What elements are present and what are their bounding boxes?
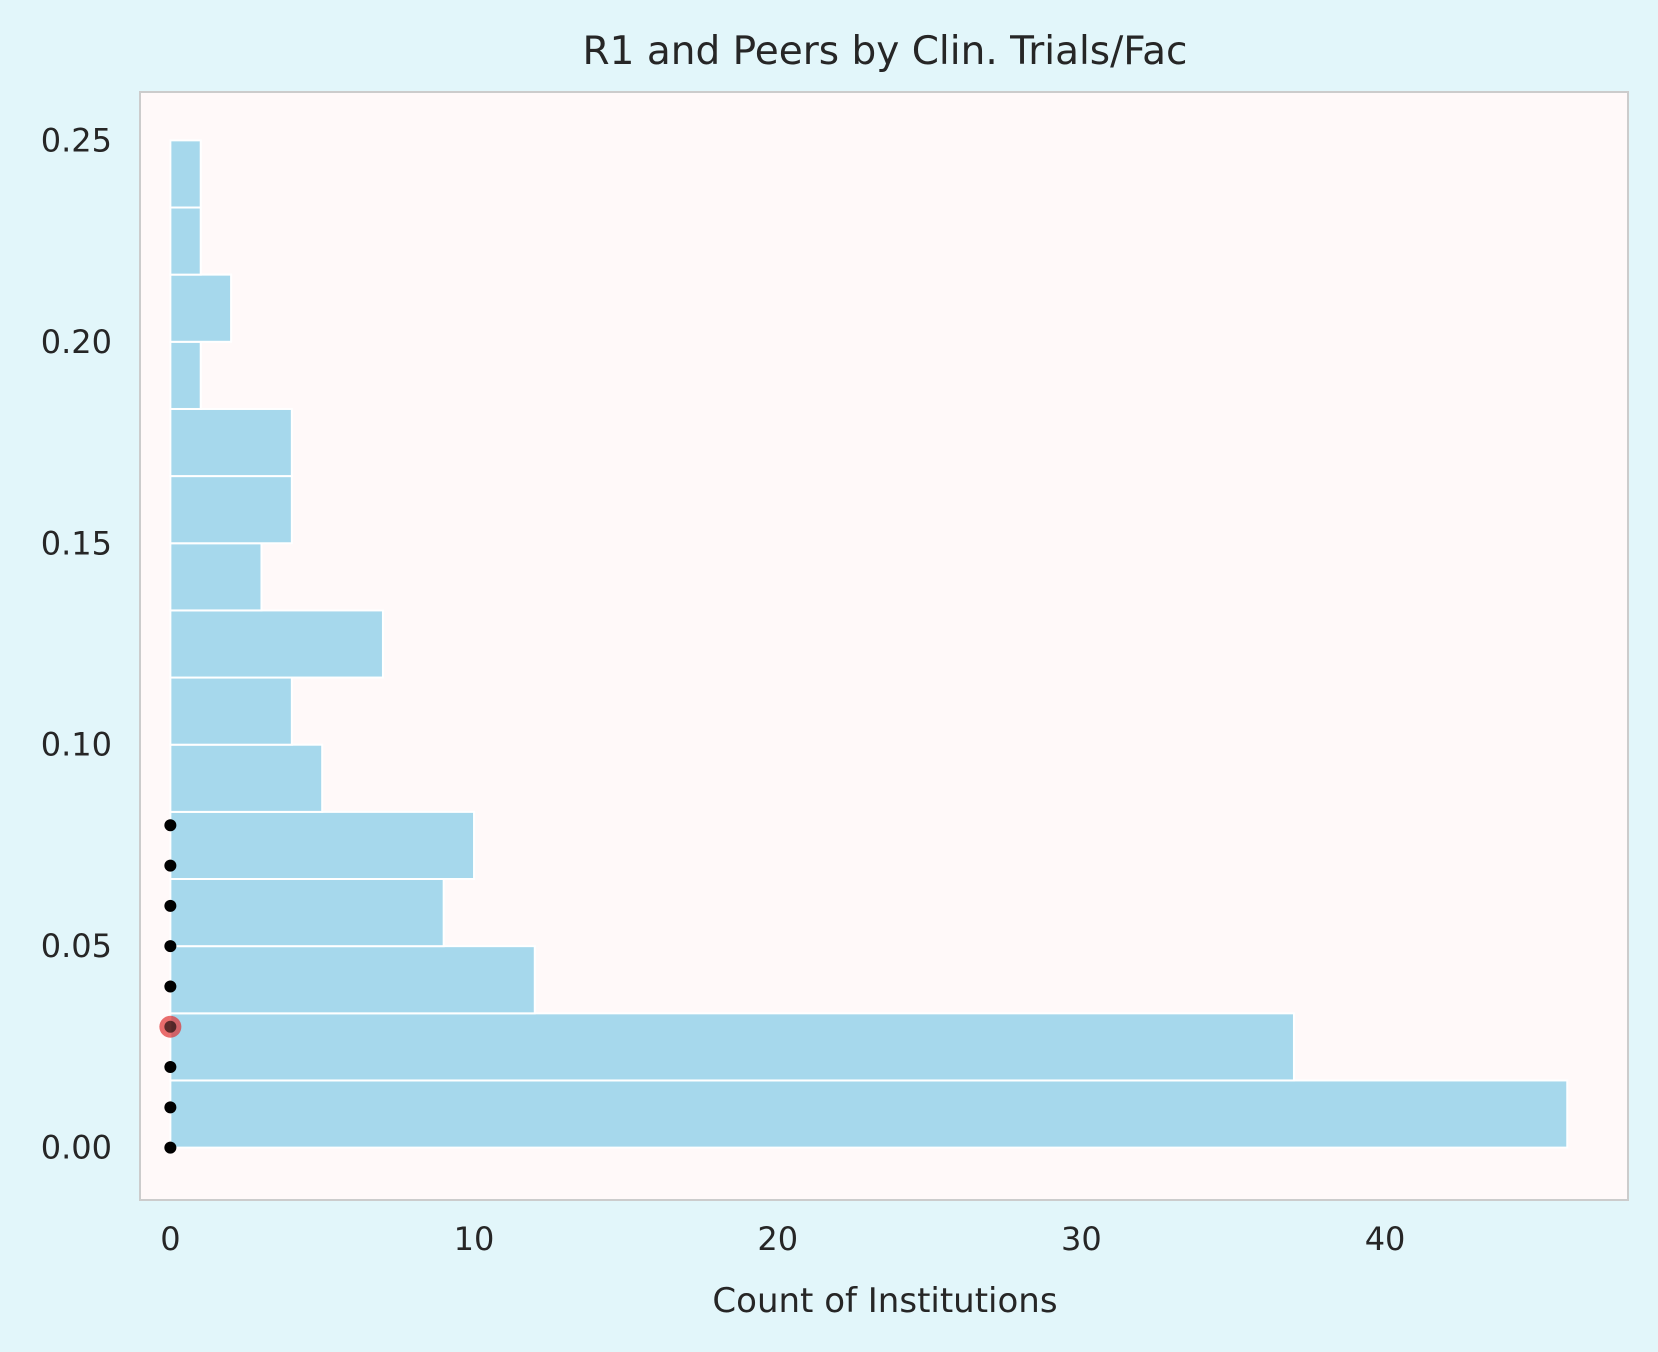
x-axis-label: Count of Institutions [712, 1281, 1057, 1321]
bar-1 [169, 1012, 1295, 1082]
bars-group [169, 139, 1569, 1149]
peer-point-2 [164, 1061, 177, 1074]
x-tick-label: 40 [1365, 1220, 1406, 1258]
y-tick-label: 0.00 [41, 1129, 112, 1167]
x-tick-label: 20 [757, 1220, 798, 1258]
peer-point-0 [164, 1141, 177, 1154]
bar-6 [169, 676, 293, 746]
bar-8 [169, 542, 263, 612]
peer-point-3 [164, 980, 177, 993]
bar-2 [169, 945, 536, 1015]
peer-point-7 [164, 819, 177, 832]
chart-title: R1 and Peers by Clin. Trials/Fac [583, 29, 1188, 74]
bar-0 [169, 1079, 1569, 1149]
bar-14 [169, 139, 202, 209]
bar-5 [169, 743, 324, 813]
x-axis-ticks: 0 10 20 30 40 [160, 1220, 1405, 1258]
x-tick-label: 10 [454, 1220, 495, 1258]
bar-7 [169, 609, 384, 679]
highlight-point-core [164, 1020, 177, 1033]
y-tick-label: 0.05 [41, 927, 112, 965]
bar-4 [169, 810, 476, 881]
peer-point-1 [164, 1101, 177, 1114]
bar-3 [169, 878, 445, 948]
x-tick-label: 0 [160, 1220, 180, 1258]
bar-13 [169, 206, 202, 276]
peer-point-4 [164, 940, 177, 953]
y-tick-label: 0.15 [41, 524, 112, 562]
points-group [159, 819, 182, 1154]
bar-9 [169, 475, 293, 545]
bar-11 [169, 340, 202, 410]
y-axis-ticks: 0.00 0.05 0.10 0.15 0.20 0.25 [41, 121, 112, 1166]
y-tick-label: 0.20 [41, 323, 112, 361]
bar-10 [169, 407, 293, 478]
peer-point-5 [164, 899, 177, 912]
peer-point-6 [164, 859, 177, 872]
y-tick-label: 0.25 [41, 121, 112, 159]
bar-12 [169, 273, 233, 343]
y-tick-label: 0.10 [41, 726, 112, 764]
x-tick-label: 30 [1061, 1220, 1102, 1258]
